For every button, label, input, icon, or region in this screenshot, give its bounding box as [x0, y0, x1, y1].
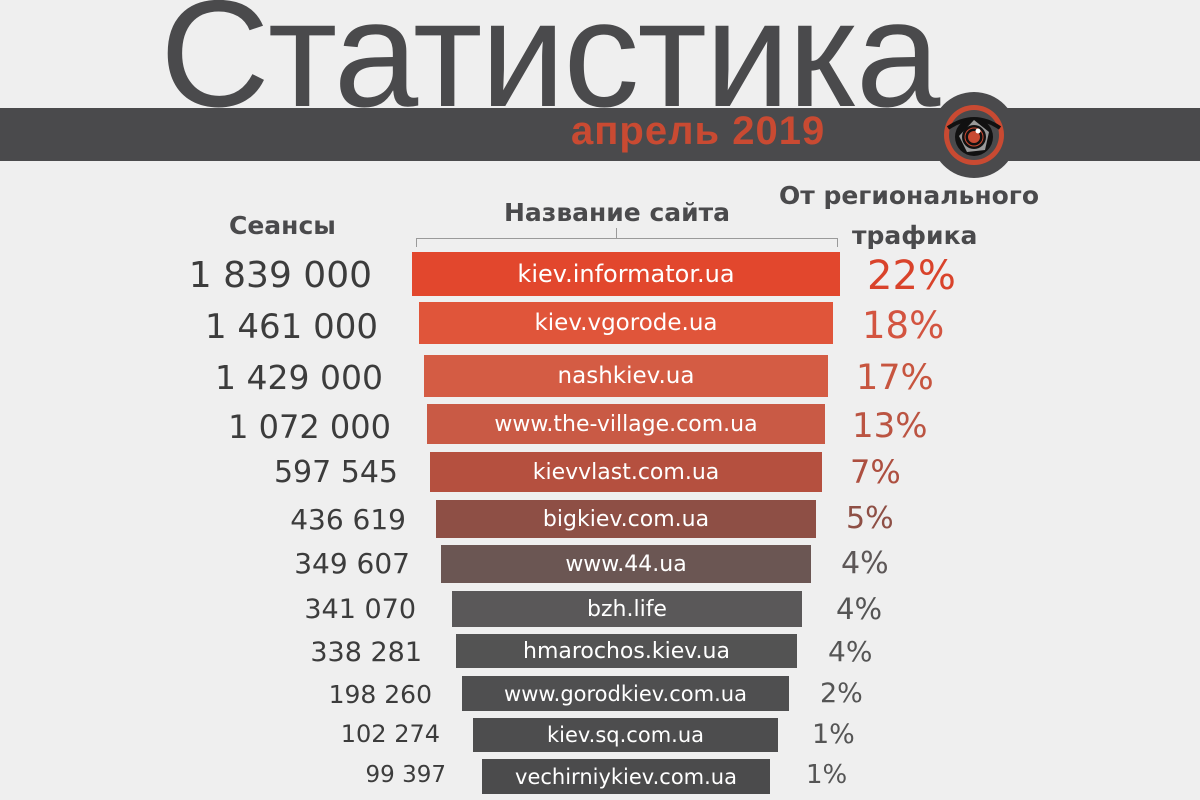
sessions-value: 1 839 000 — [188, 255, 372, 296]
share-value: 1% — [812, 719, 855, 750]
site-bar: kiev.vgorode.ua — [419, 302, 833, 344]
sessions-value: 341 070 — [304, 594, 416, 625]
share-value: 5% — [846, 501, 894, 536]
site-name: www.44.ua — [565, 551, 687, 577]
eye-camera-logo-icon — [931, 92, 1017, 178]
sessions-value: 349 607 — [294, 547, 410, 580]
site-bar: hmarochos.kiev.ua — [456, 634, 797, 668]
sessions-value: 338 281 — [310, 637, 422, 668]
site-bar: bzh.life — [452, 591, 802, 627]
site-name: kiev.vgorode.ua — [534, 310, 718, 336]
site-name: nashkiev.ua — [557, 363, 695, 389]
site-name-bracket — [416, 238, 838, 247]
regional-share-header-line1: От регионального — [779, 181, 1039, 210]
site-bar: vechirniykiev.com.ua — [482, 759, 770, 794]
site-bar: www.the-village.com.ua — [427, 404, 825, 444]
site-bar: kiev.sq.com.ua — [473, 718, 778, 752]
sessions-column-header: Сеансы — [229, 211, 336, 240]
site-bar: nashkiev.ua — [424, 355, 828, 397]
site-bar: bigkiev.com.ua — [436, 500, 816, 538]
share-value: 2% — [820, 678, 863, 709]
sessions-value: 99 397 — [365, 762, 446, 788]
site-name: hmarochos.kiev.ua — [523, 638, 730, 664]
sessions-value: 198 260 — [328, 680, 432, 709]
site-name: bzh.life — [587, 596, 667, 622]
site-bar: www.44.ua — [441, 545, 811, 583]
site-bar: www.gorodkiev.com.ua — [462, 676, 789, 711]
share-value: 18% — [862, 304, 945, 347]
site-name-column-header: Название сайта — [504, 198, 731, 227]
share-value: 7% — [850, 453, 901, 491]
share-value: 4% — [841, 546, 889, 581]
sessions-value: 1 429 000 — [215, 358, 383, 397]
site-name: www.gorodkiev.com.ua — [504, 681, 747, 706]
site-bar: kievvlast.com.ua — [430, 452, 822, 492]
site-name: kievvlast.com.ua — [532, 459, 720, 485]
site-name: vechirniykiev.com.ua — [515, 764, 737, 789]
site-name: bigkiev.com.ua — [542, 506, 710, 532]
site-name-bracket-tick — [616, 228, 617, 238]
site-name: www.the-village.com.ua — [494, 411, 758, 437]
regional-share-header-line2: трафика — [852, 221, 978, 250]
share-value: 17% — [856, 358, 934, 398]
page-title: Статистика — [160, 0, 940, 139]
site-name: kiev.sq.com.ua — [546, 723, 705, 747]
share-value: 22% — [867, 253, 956, 299]
sessions-value: 102 274 — [340, 720, 440, 748]
site-bar: kiev.informator.ua — [412, 252, 840, 296]
sessions-value: 1 072 000 — [228, 408, 391, 446]
sessions-value: 436 619 — [290, 503, 406, 536]
sessions-value: 597 545 — [273, 455, 398, 490]
share-value: 4% — [828, 635, 873, 668]
sessions-value: 1 461 000 — [204, 307, 378, 347]
share-value: 1% — [806, 760, 848, 790]
site-name: kiev.informator.ua — [517, 260, 735, 288]
share-value: 4% — [836, 592, 883, 626]
share-value: 13% — [852, 406, 928, 446]
period-subtitle: апрель 2019 — [571, 109, 826, 153]
